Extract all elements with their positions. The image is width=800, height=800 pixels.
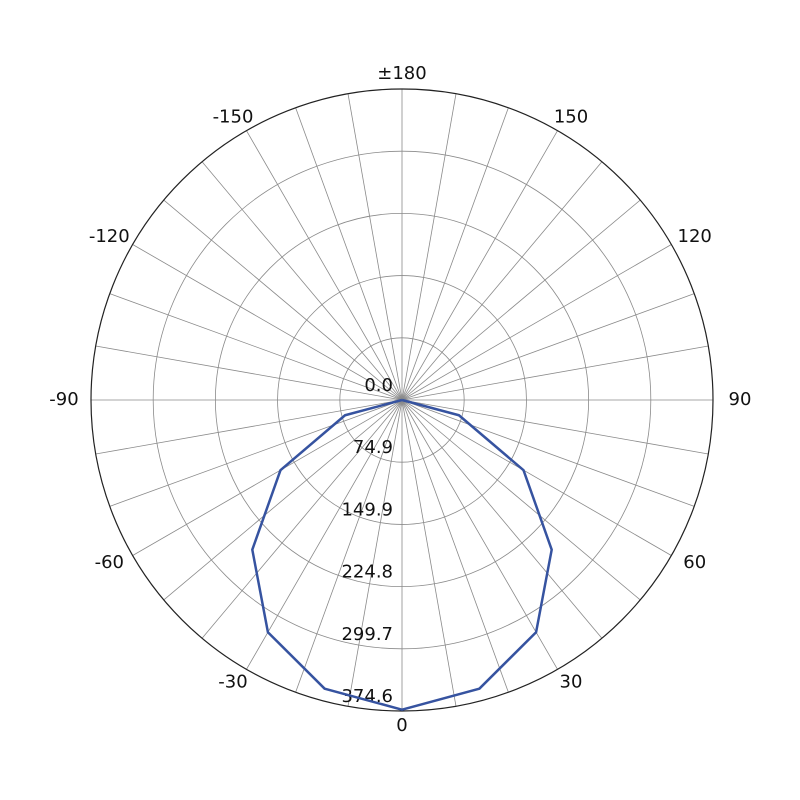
spoke-grid-line (401, 399, 603, 639)
r-tick-label: 224.8 (341, 562, 393, 583)
spoke-grid-line (401, 93, 457, 401)
spoke-grid-line (401, 293, 695, 401)
spoke-grid-line (246, 130, 403, 401)
spoke-grid-line (95, 345, 403, 401)
spoke-grid-line (163, 399, 403, 601)
spoke-grid-line (401, 399, 457, 707)
r-tick-label: 299.7 (341, 624, 393, 645)
theta-tick-label: -120 (89, 226, 130, 247)
theta-tick-label: 0 (396, 715, 407, 736)
theta-tick-label: 150 (554, 107, 588, 128)
spoke-grid-line (401, 399, 641, 601)
spoke-grid-line (109, 399, 403, 507)
spoke-grid-line (401, 399, 672, 556)
spoke-grid-line (246, 399, 403, 670)
spoke-grid-line (401, 199, 641, 401)
series-line (251, 398, 553, 711)
spoke-grid-line (109, 293, 403, 401)
spoke-grid-line (295, 107, 403, 401)
r-tick-label: 374.6 (341, 686, 393, 707)
spoke-grid-line (401, 399, 558, 670)
spoke-grid-line (347, 93, 403, 401)
r-tick-label: 74.9 (353, 437, 393, 458)
spoke-grid-line (295, 399, 403, 693)
spoke-grid-line (347, 399, 403, 707)
spoke-grid-line (201, 399, 403, 639)
spoke-grid-line (401, 161, 603, 401)
spoke-grid-line (132, 244, 403, 401)
spoke-grid-line (401, 399, 509, 693)
r-tick-label: 0.0 (364, 375, 393, 396)
theta-tick-label: -90 (49, 389, 78, 410)
spoke-grid-line (163, 199, 403, 401)
theta-tick-label: -30 (218, 671, 247, 692)
spoke-grid-line (401, 399, 695, 507)
spoke-grid-line (401, 399, 709, 455)
spoke-grid-line (201, 161, 403, 401)
spoke-grid-line (401, 107, 509, 401)
r-tick-label: 149.9 (341, 499, 393, 520)
outer-circle (90, 88, 714, 712)
theta-tick-label: 90 (729, 389, 752, 410)
theta-tick-label: 60 (683, 552, 706, 573)
spoke-grid-line (95, 399, 403, 455)
theta-tick-label: ±180 (377, 63, 426, 84)
ring-grid-line (277, 275, 527, 525)
spoke-grid-line (401, 244, 672, 401)
ring-grid-line (339, 337, 465, 463)
theta-tick-label: -60 (95, 552, 124, 573)
ring-grid-line (214, 212, 590, 588)
theta-tick-label: 30 (560, 671, 583, 692)
ring-grid-line (152, 150, 652, 650)
spoke-grid-line (401, 130, 558, 401)
theta-tick-label: 120 (678, 226, 712, 247)
spoke-grid-line (401, 345, 709, 401)
spoke-grid-line (132, 399, 403, 556)
theta-tick-label: -150 (213, 107, 254, 128)
